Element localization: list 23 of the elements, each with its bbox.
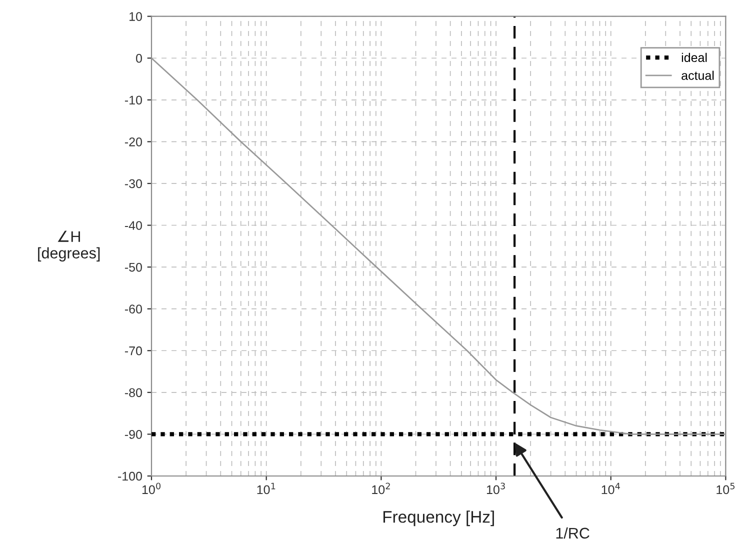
y-tick-label: -20 [124, 137, 142, 146]
annotation: 1/RC [556, 527, 590, 539]
y-tick-label: -50 [124, 262, 142, 272]
legend-label: ideal [682, 52, 707, 62]
y-tick-label: -90 [124, 430, 142, 439]
x-tick-label: 10$^{3}$ [486, 482, 505, 494]
y-tick-label: 10 [130, 12, 142, 21]
x-tick-label: 10$^{1}$ [257, 482, 276, 494]
legend-label: actual [682, 70, 714, 80]
x-axis-title: Frequency [Hz] [383, 510, 494, 526]
y-tick-label: -30 [124, 179, 142, 188]
y-tick-label: -10 [124, 96, 142, 105]
x-tick-label: 10$^{4}$ [602, 482, 620, 494]
x-tick-label: 10$^{2}$ [372, 482, 390, 494]
x-tick-label: 10$^{5}$ [716, 482, 735, 494]
y-tick-label: -80 [124, 388, 142, 398]
y-tick-label: -100 [118, 472, 142, 481]
x-tick-label: 10$^{0}$ [142, 482, 161, 494]
y-axis-title: ∠H [degrees] [38, 230, 100, 262]
y-tick-label: 0 [136, 54, 142, 63]
y-tick-label: -60 [124, 304, 142, 314]
y-tick-label: -70 [124, 346, 142, 356]
y-tick-label: -40 [124, 221, 142, 230]
